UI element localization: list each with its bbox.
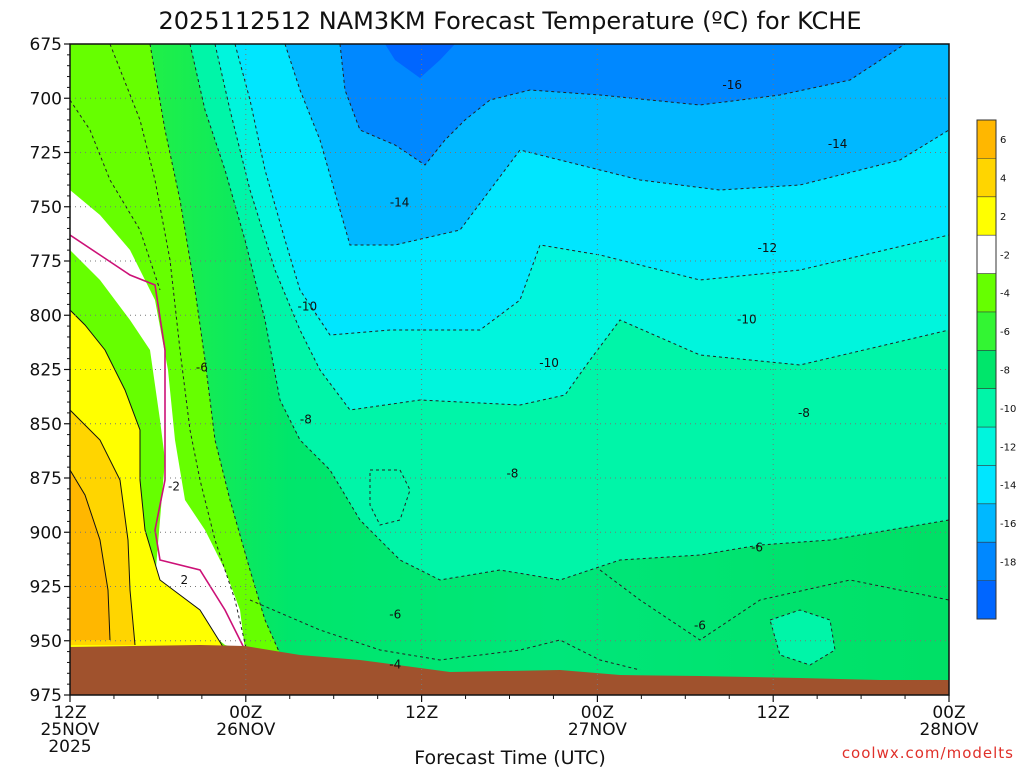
contour-label: -2: [168, 480, 180, 494]
colorbar-swatch: [977, 235, 996, 274]
y-tick-label: 850: [30, 415, 62, 435]
y-tick-label: 825: [30, 361, 62, 381]
band-island: [370, 470, 410, 525]
grid: [70, 44, 949, 695]
colorbar-label: -12: [1000, 442, 1016, 453]
colorbar-label: 4: [1000, 174, 1006, 185]
contour-label: -10: [737, 313, 757, 327]
contour-label: -12: [758, 241, 778, 255]
contour-labels: -16 -14 -14 -12 -10 -10 -10 -6 -8 -8 -8 -6 -2 2 -6 -6 -4: [168, 78, 847, 671]
contour-label: -6: [751, 540, 763, 554]
colorbar-swatch: [977, 273, 996, 312]
contour-label: -14: [390, 195, 410, 209]
x-tick-label: 27NOV: [568, 720, 627, 740]
band-minus-2: [70, 44, 285, 665]
y-axis: 675 700 725 750 775 800 825 850 875 900 925 950 975: [30, 35, 70, 706]
terrain-fill: [70, 645, 949, 695]
x-tick-label: 00Z: [229, 703, 262, 723]
contour-label: -8: [798, 406, 810, 420]
y-tick-label: 900: [30, 523, 62, 543]
y-tick-label: 775: [30, 252, 62, 272]
colorbar-label: -18: [1000, 557, 1016, 568]
y-tick-label: 725: [30, 144, 62, 164]
credit-text: coolwx.com/modelts: [842, 744, 1014, 762]
plot-field: [70, 44, 949, 695]
x-tick-label: 26NOV: [216, 720, 275, 740]
colorbar-label: -4: [1000, 289, 1010, 300]
band-zero: [70, 190, 245, 650]
contour-label: -6: [694, 619, 706, 633]
x-tick-label: 12Z: [757, 703, 790, 723]
band-plus-6: [70, 470, 110, 640]
y-tick-label: 750: [30, 198, 62, 218]
colorbar-swatch: [977, 311, 996, 351]
colorbar-swatch: [977, 427, 996, 466]
colorbar-label: -14: [1000, 481, 1016, 492]
colorbar-swatch: [977, 465, 996, 504]
colorbar-label: 2: [1000, 212, 1006, 223]
band-island-2: [770, 610, 835, 665]
colorbar-label: -8: [1000, 366, 1010, 377]
colorbar-frame: [976, 119, 997, 620]
x-tick-label: 00Z: [581, 703, 614, 723]
contour-label: -8: [506, 467, 518, 481]
colorbar-swatch: [977, 503, 996, 543]
x-tick-label: 12Z: [405, 703, 438, 723]
x-axis-title: Forecast Time (UTC): [414, 747, 605, 768]
colorbar-swatch: [977, 350, 996, 389]
y-tick-label: 675: [30, 35, 62, 55]
x-tick-label: 00Z: [932, 703, 965, 723]
x-tick-label: 12Z: [53, 703, 86, 723]
contour-label: -4: [389, 658, 401, 672]
colorbar-label: 6: [1000, 135, 1006, 146]
colorbar: 6 4 2 -2 -4 -6 -8 -10 -12 -14 -16 -18: [976, 119, 1016, 620]
x-tick-label: 2025: [48, 737, 91, 757]
contour-label: -6: [196, 360, 208, 374]
y-tick-label: 875: [30, 469, 62, 489]
y-tick-label: 950: [30, 632, 62, 652]
y-tick-label: 800: [30, 306, 62, 326]
colorbar-swatch: [977, 120, 996, 159]
colorbar-swatch: [977, 542, 996, 581]
x-tick-label: 25NOV: [40, 720, 99, 740]
band-minus-18: [340, 44, 905, 165]
colorbar-label: -16: [1000, 519, 1016, 530]
contour-label: -10: [298, 300, 318, 314]
chart-title: 2025112512 NAM3KM Forecast Temperature (…: [158, 7, 861, 35]
colorbar-swatch: [977, 158, 996, 197]
contour-label: -8: [300, 412, 312, 426]
colorbar-label: -6: [1000, 327, 1010, 338]
colorbar-label: -2: [1000, 250, 1010, 261]
colorbar-swatch: [977, 580, 996, 619]
colorbar-swatch: [977, 388, 996, 428]
contour-label: 2: [180, 573, 188, 587]
freezing-line: [70, 234, 246, 651]
contour-lines: [70, 44, 949, 671]
y-tick-label: 975: [30, 686, 62, 706]
warm-contours: [70, 309, 226, 651]
colorbar-swatch: [977, 196, 996, 236]
contour-label: -16: [722, 78, 742, 92]
colorbar-label: -10: [1000, 404, 1016, 415]
y-tick-label: 925: [30, 578, 62, 598]
contour-label: -14: [828, 137, 848, 151]
x-tick-label: 28NOV: [919, 720, 978, 740]
band-core: [385, 44, 455, 78]
y-tick-label: 700: [30, 89, 62, 109]
contour-label: -6: [389, 608, 401, 622]
contour-label: -10: [539, 356, 559, 370]
